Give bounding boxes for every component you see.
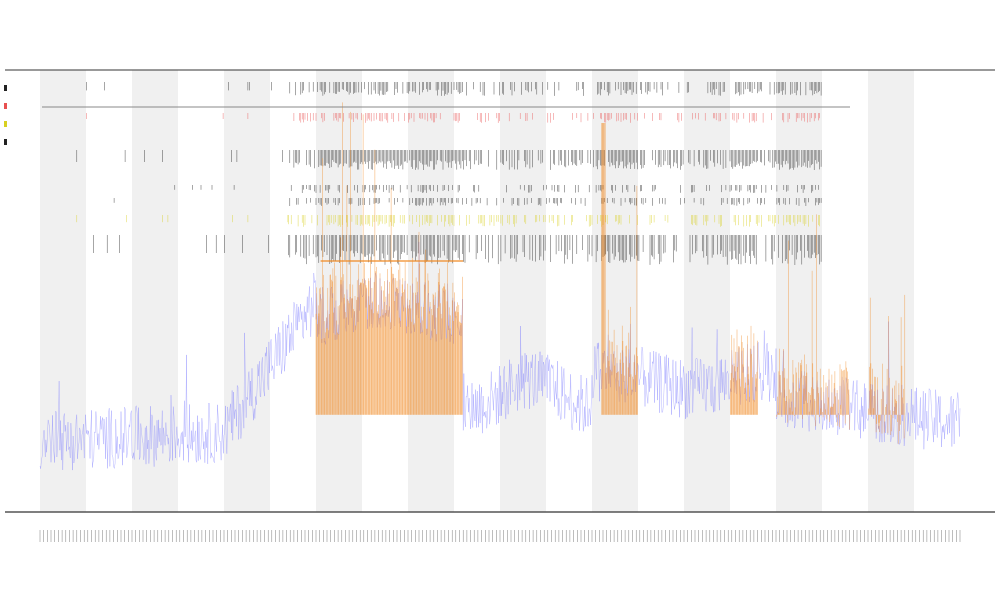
highlight-series-spikes bbox=[315, 102, 906, 444]
shade-band-2 bbox=[224, 70, 270, 512]
annotation-track-4 bbox=[113, 198, 822, 206]
shade-band-1 bbox=[132, 70, 178, 512]
annotation-track-0 bbox=[86, 82, 822, 96]
annotation-track-5 bbox=[76, 215, 820, 227]
x-tick-labels bbox=[39, 530, 961, 542]
legend-swatch-3 bbox=[4, 139, 7, 145]
shade-band-8 bbox=[776, 70, 822, 512]
annotation-track-3 bbox=[174, 185, 819, 193]
shade-band-4 bbox=[408, 70, 454, 512]
legend-swatch-1 bbox=[4, 103, 7, 109]
annotation-tracks bbox=[76, 82, 822, 265]
annotation-track-2 bbox=[76, 150, 822, 170]
legend bbox=[4, 85, 7, 145]
legend-swatch-0 bbox=[4, 85, 7, 91]
annotation-track-1 bbox=[86, 113, 820, 123]
axes bbox=[5, 69, 995, 513]
shade-band-6 bbox=[592, 70, 638, 512]
shade-band-7 bbox=[684, 70, 730, 512]
shade-band-0 bbox=[40, 70, 86, 512]
shade-band-5 bbox=[500, 70, 546, 512]
series-layer bbox=[39, 102, 961, 471]
annotation-track-6 bbox=[93, 235, 822, 265]
x-tick-marks bbox=[39, 530, 961, 542]
shaded-bands bbox=[40, 70, 914, 512]
legend-swatch-2 bbox=[4, 121, 7, 127]
shade-band-9 bbox=[868, 70, 914, 512]
shade-band-3 bbox=[316, 70, 362, 512]
